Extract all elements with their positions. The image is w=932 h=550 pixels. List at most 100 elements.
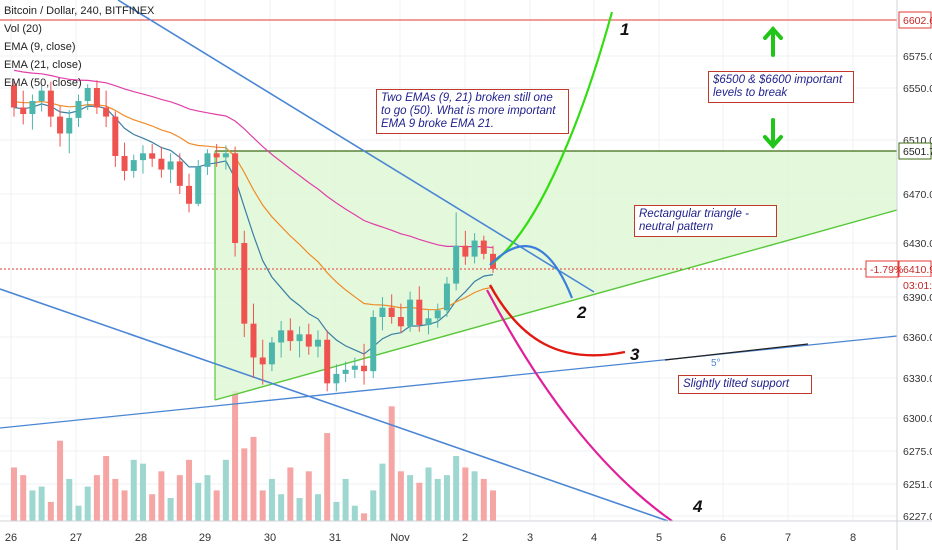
price-tick-label: 6470.0 bbox=[903, 189, 932, 201]
candle-body bbox=[407, 299, 414, 327]
price-tag-text: 03:01:39 bbox=[903, 280, 932, 292]
candle bbox=[167, 153, 174, 184]
candles bbox=[11, 79, 496, 392]
candle bbox=[11, 79, 17, 117]
candle-body bbox=[241, 243, 248, 324]
time-tick-label: 29 bbox=[199, 532, 211, 544]
candle-body bbox=[388, 307, 395, 317]
volume-bar bbox=[397, 471, 404, 521]
candle bbox=[176, 153, 183, 194]
volume-bar bbox=[149, 494, 156, 521]
candle bbox=[38, 85, 45, 112]
volume-bar bbox=[268, 478, 275, 521]
candle-body bbox=[57, 116, 64, 134]
candle bbox=[103, 90, 110, 127]
candle-body bbox=[186, 185, 193, 204]
candle bbox=[434, 303, 441, 328]
time-tick-label: 30 bbox=[264, 532, 276, 544]
indicator-ema-9[interactable]: EMA (9, close) bbox=[4, 41, 76, 53]
scenario-2-path bbox=[489, 245, 574, 299]
price-tick-label: 6575.0 bbox=[903, 51, 932, 63]
support-note[interactable]: Slightly tilted support bbox=[678, 375, 812, 394]
candle-body bbox=[361, 365, 368, 372]
candle bbox=[443, 276, 450, 317]
candle-body bbox=[93, 88, 100, 108]
volume-bars bbox=[11, 391, 496, 521]
scenario-labels: 1 2 3 4 bbox=[576, 20, 703, 516]
candle-body bbox=[20, 107, 27, 114]
candle-body bbox=[425, 318, 432, 325]
scenario-1-path bbox=[489, 11, 614, 266]
ema-50-line bbox=[13, 69, 494, 249]
time-tick-label: 6 bbox=[720, 532, 726, 544]
candle bbox=[278, 321, 285, 358]
price-tick-label: 6550.0 bbox=[903, 83, 932, 95]
candle-body bbox=[351, 365, 358, 370]
candle-body bbox=[462, 245, 469, 257]
candle bbox=[213, 143, 220, 167]
triangle-note[interactable]: Rectangular triangle - neutral pattern bbox=[634, 205, 777, 237]
volume-bar bbox=[213, 490, 220, 521]
volume-bar bbox=[342, 478, 349, 521]
candle bbox=[333, 364, 340, 392]
symbol-title[interactable]: Bitcoin / Dollar, 240, BITFINEX bbox=[4, 5, 155, 17]
candle bbox=[241, 230, 248, 337]
candle-body bbox=[259, 357, 266, 365]
candle bbox=[130, 154, 137, 178]
volume-bar bbox=[278, 494, 285, 521]
price-tag-mid-level: 6501.7 bbox=[898, 142, 932, 160]
time-tick-label: 2 bbox=[462, 532, 468, 544]
price-tick-label: 6360.0 bbox=[903, 332, 932, 344]
time-axis: 26 27 28 29 30 31 Nov 2 3 4 5 6 7 8 bbox=[0, 520, 932, 544]
time-tick-label: Nov bbox=[390, 532, 410, 544]
candle bbox=[268, 337, 275, 372]
candle bbox=[232, 146, 239, 257]
volume-bar bbox=[112, 478, 119, 521]
price-tag-top-level: 6602.6 bbox=[898, 11, 932, 29]
candle-body bbox=[112, 116, 119, 157]
levels-note[interactable]: $6500 & $6600 important levels to break bbox=[708, 71, 854, 103]
volume-bar bbox=[370, 490, 377, 521]
candle-body bbox=[121, 156, 128, 171]
volume-bar bbox=[241, 448, 248, 521]
volume-bar bbox=[388, 406, 395, 521]
arrow-head bbox=[763, 135, 783, 150]
legend: Bitcoin / Dollar, 240, BITFINEX Vol (20)… bbox=[4, 2, 154, 92]
volume-bar bbox=[75, 505, 82, 521]
candle-body bbox=[333, 373, 340, 384]
price-tag-text: 6410.9 bbox=[903, 264, 932, 276]
scenario-label-3: 3 bbox=[630, 345, 640, 364]
candle-body bbox=[443, 283, 450, 311]
price-tick-label: 6430.0 bbox=[903, 238, 932, 250]
time-tick-label: 5 bbox=[656, 532, 662, 544]
ema-note[interactable]: Two EMAs (9, 21) broken still one to go … bbox=[376, 89, 569, 134]
scenario-paths bbox=[486, 11, 673, 522]
candle bbox=[57, 106, 64, 147]
candle bbox=[204, 149, 211, 176]
candle bbox=[351, 357, 358, 378]
price-tag-countdown: 03:01:39 bbox=[899, 277, 932, 293]
volume-bar bbox=[250, 436, 257, 521]
volume-bar bbox=[407, 475, 414, 521]
candle-body bbox=[370, 317, 377, 372]
volume-bar bbox=[480, 478, 487, 521]
candle bbox=[186, 173, 193, 213]
candle bbox=[305, 323, 312, 355]
volume-bar bbox=[296, 498, 303, 521]
candle-body bbox=[453, 245, 460, 284]
candle bbox=[471, 233, 478, 264]
price-tick-label: 6300.0 bbox=[903, 413, 932, 425]
indicator-ema-50[interactable]: EMA (50, close) bbox=[4, 77, 82, 89]
candle bbox=[342, 361, 349, 382]
candle bbox=[20, 90, 27, 125]
indicator-ema-21[interactable]: EMA (21, close) bbox=[4, 59, 82, 71]
time-tick-label: 28 bbox=[135, 532, 147, 544]
candle-body bbox=[296, 334, 303, 342]
candle-body bbox=[305, 334, 312, 347]
price-tag-box bbox=[865, 260, 899, 278]
candle bbox=[361, 343, 368, 385]
volume-bar bbox=[47, 501, 54, 521]
price-tag-current: 6410.9 bbox=[898, 260, 932, 278]
candle-body bbox=[213, 153, 220, 158]
indicator-volume[interactable]: Vol (20) bbox=[4, 23, 42, 35]
